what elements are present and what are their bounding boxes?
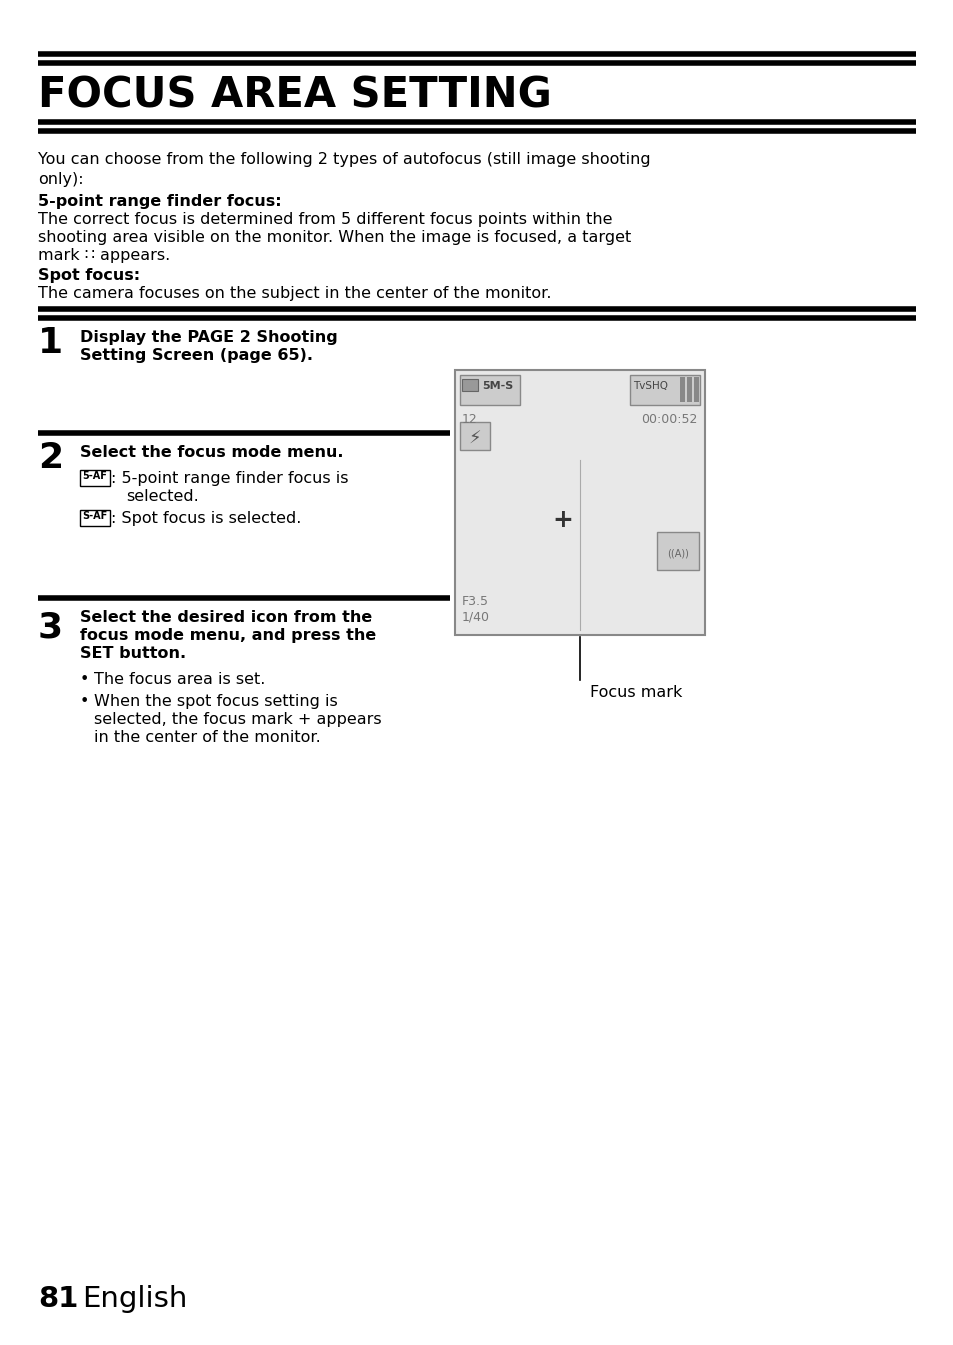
Text: Setting Screen (page 65).: Setting Screen (page 65).: [80, 348, 313, 363]
Text: 2: 2: [38, 441, 63, 475]
Text: Spot focus:: Spot focus:: [38, 268, 140, 282]
Text: The camera focuses on the subject in the center of the monitor.: The camera focuses on the subject in the…: [38, 286, 551, 301]
Text: The focus area is set.: The focus area is set.: [94, 672, 265, 687]
Bar: [80, 510, 110, 526]
Text: Select the desired icon from the: Select the desired icon from the: [80, 611, 372, 625]
Bar: [693, 377, 699, 402]
Text: 00:00:52: 00:00:52: [641, 413, 698, 426]
Text: English: English: [82, 1284, 187, 1313]
Text: Display the PAGE 2 Shooting: Display the PAGE 2 Shooting: [80, 330, 337, 346]
Bar: [459, 375, 519, 405]
Text: 81: 81: [38, 1284, 78, 1313]
Text: mark ∷ appears.: mark ∷ appears.: [38, 247, 170, 264]
Text: 1/40: 1/40: [461, 611, 490, 623]
Text: FOCUS AREA SETTING: FOCUS AREA SETTING: [38, 75, 551, 117]
Bar: [455, 370, 704, 635]
Text: S-AF: S-AF: [82, 511, 108, 521]
Text: ⚡: ⚡: [468, 430, 481, 448]
Text: •: •: [80, 672, 90, 687]
Bar: [686, 377, 691, 402]
Text: selected.: selected.: [126, 490, 198, 504]
Text: SET button.: SET button.: [80, 646, 186, 660]
Bar: [657, 533, 699, 570]
Bar: [461, 379, 477, 391]
Text: 5-AF: 5-AF: [83, 471, 108, 482]
Text: 5-point range finder focus:: 5-point range finder focus:: [38, 194, 281, 208]
Text: The correct focus is determined from 5 different focus points within the: The correct focus is determined from 5 d…: [38, 213, 612, 227]
Text: selected, the focus mark + appears: selected, the focus mark + appears: [94, 712, 381, 728]
Text: TvSHQ: TvSHQ: [633, 381, 667, 391]
Text: You can choose from the following 2 types of autofocus (still image shooting: You can choose from the following 2 type…: [38, 152, 650, 167]
Text: +: +: [552, 508, 573, 533]
Text: •: •: [80, 694, 90, 709]
Text: 12: 12: [461, 413, 477, 426]
Bar: [80, 469, 110, 486]
Text: only):: only):: [38, 172, 84, 187]
Bar: [679, 377, 684, 402]
Bar: [629, 375, 700, 405]
Text: focus mode menu, and press the: focus mode menu, and press the: [80, 628, 375, 643]
Text: in the center of the monitor.: in the center of the monitor.: [94, 730, 320, 745]
Text: When the spot focus setting is: When the spot focus setting is: [94, 694, 337, 709]
Text: F3.5: F3.5: [461, 594, 489, 608]
Text: 5M-S: 5M-S: [481, 381, 513, 391]
Bar: [459, 422, 490, 451]
Text: : 5-point range finder focus is: : 5-point range finder focus is: [111, 471, 348, 486]
Text: ((A)): ((A)): [666, 547, 688, 558]
Text: Focus mark: Focus mark: [589, 685, 681, 699]
Text: Select the focus mode menu.: Select the focus mode menu.: [80, 445, 343, 460]
Text: : Spot focus is selected.: : Spot focus is selected.: [111, 511, 301, 526]
Text: shooting area visible on the monitor. When the image is focused, a target: shooting area visible on the monitor. Wh…: [38, 230, 631, 245]
Text: 3: 3: [38, 611, 63, 646]
Text: 1: 1: [38, 325, 63, 360]
